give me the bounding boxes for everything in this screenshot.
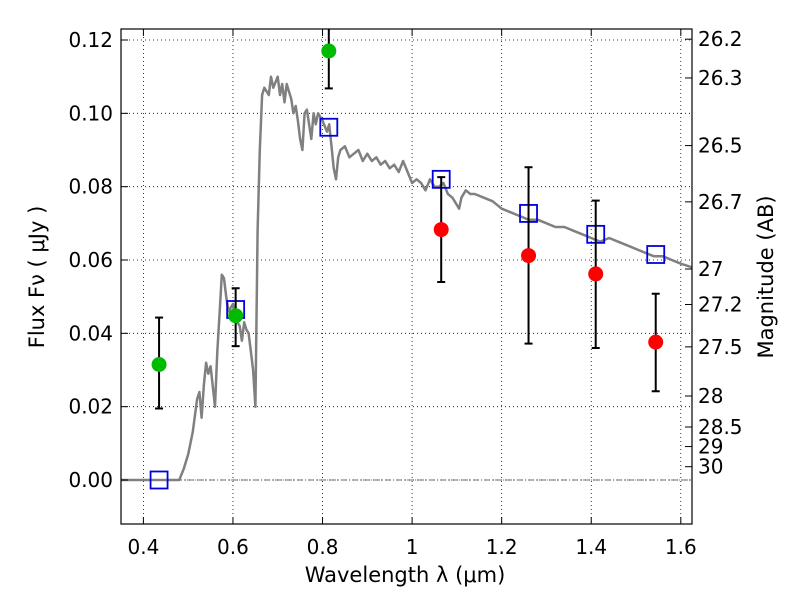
- mag-tick-label: 28: [698, 384, 723, 408]
- observed-flux-point: [228, 308, 244, 324]
- axis-ticks: [121, 29, 692, 524]
- model-flux-square: [149, 470, 169, 490]
- observed-flux-point: [588, 266, 604, 282]
- mag-tick-label: 26.3: [698, 66, 743, 90]
- y-tick-label: 0.02: [68, 395, 113, 419]
- model-flux-square: [319, 117, 339, 137]
- mag-tick-label: 27: [698, 257, 723, 281]
- mag-tick-label: 26.2: [698, 27, 743, 51]
- mag-tick-label: 27.5: [698, 335, 743, 359]
- model-flux-square: [646, 245, 666, 264]
- observed-flux-point: [648, 334, 664, 350]
- observed-flux-point: [321, 43, 337, 59]
- y-tick-label: 0.00: [68, 468, 113, 492]
- mag-tick-label: 29: [698, 435, 723, 459]
- y-tick-label: 0.06: [68, 248, 113, 272]
- mag-tick-label: 26.7: [698, 190, 743, 214]
- tick-labels: 0.4 0.6 0.8 1 1.2 1.4 1.6 0.00 0.02 0.04 0.06 0.08 0…: [68, 27, 742, 559]
- observed-flux-point: [151, 357, 167, 372]
- y-tick-label: 0.08: [68, 175, 113, 199]
- y-tick-label: 0.10: [68, 101, 113, 125]
- x-tick-label: 0.6: [217, 535, 249, 559]
- y-tick-label: 0.04: [68, 321, 113, 345]
- x-tick-label: 1: [406, 535, 419, 559]
- x-axis-label: Wavelength λ (μm): [305, 563, 506, 587]
- y-axis-label: Flux Fν ( μJy ): [25, 206, 49, 349]
- y-axis-right-label: Magnitude (AB): [754, 195, 778, 358]
- x-tick-label: 1.6: [665, 535, 697, 559]
- x-tick-label: 0.4: [127, 535, 159, 559]
- observed-flux-point: [521, 248, 537, 264]
- plot-frame: [120, 28, 693, 525]
- x-tick-label: 1.2: [486, 535, 518, 559]
- y-tick-label: 0.12: [68, 28, 113, 52]
- mag-tick-label: 30: [698, 455, 723, 479]
- mag-tick-label: 27.2: [698, 293, 743, 317]
- mag-tick-label: 26.5: [698, 134, 743, 158]
- observed-flux-point: [433, 222, 449, 238]
- mag-tick-label: 28.5: [698, 415, 743, 439]
- x-tick-label: 0.8: [307, 535, 339, 559]
- grid-lines: [121, 29, 692, 524]
- x-tick-label: 1.4: [575, 535, 607, 559]
- plot-area: [121, 29, 693, 490]
